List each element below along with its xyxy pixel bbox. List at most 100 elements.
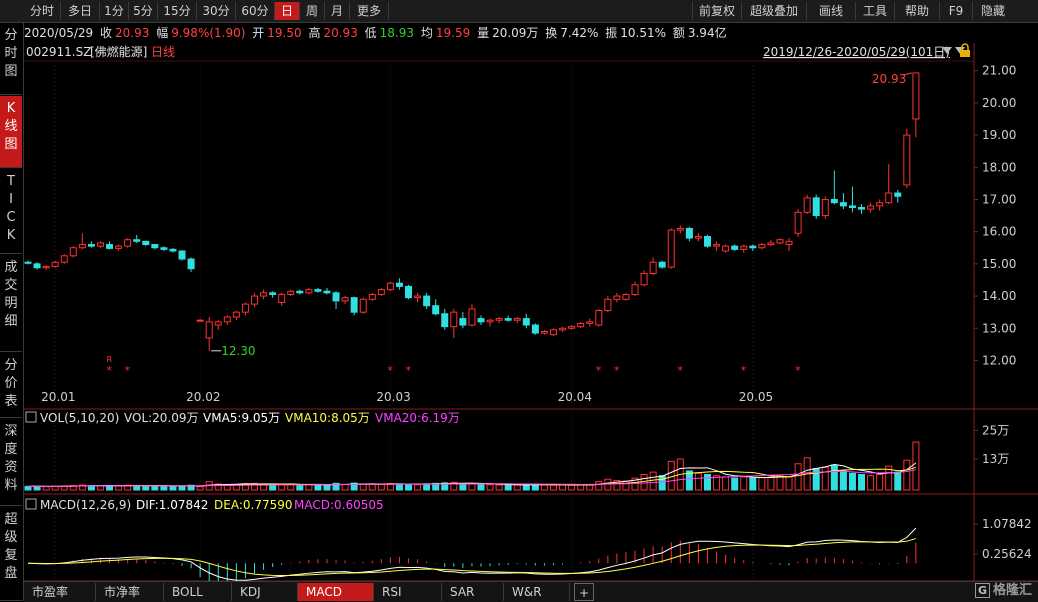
period-tab-0[interactable]: 分时 bbox=[24, 2, 61, 20]
indicator-tab-3[interactable]: KDJ bbox=[232, 583, 298, 601]
period-tab-8[interactable]: 周 bbox=[300, 2, 325, 20]
toolbar-right-6[interactable]: 隐藏 bbox=[972, 2, 1013, 20]
side-tab-5[interactable]: 深度资料 bbox=[0, 419, 22, 506]
lock-icon[interactable] bbox=[960, 43, 970, 57]
candle bbox=[540, 329, 548, 335]
volume-bar bbox=[604, 478, 612, 491]
vol-indicator-label: VOL(5,10,20) bbox=[40, 411, 119, 425]
toolbar-right-3[interactable]: 工具 bbox=[855, 2, 894, 20]
indicator-tab-7[interactable]: W&R bbox=[504, 583, 570, 601]
high-label: 高 bbox=[308, 26, 321, 40]
volume-bar bbox=[332, 482, 340, 491]
event-star-icon[interactable]: * bbox=[795, 364, 801, 377]
volume-bar bbox=[767, 476, 775, 491]
volume-bar bbox=[341, 483, 349, 491]
volume-bar bbox=[477, 483, 485, 491]
period-tab-10[interactable]: 更多 bbox=[350, 2, 389, 20]
date-tick-label: 20.05 bbox=[739, 390, 773, 404]
period-toolbar: 分时 多日 1分 5分 15分 30分 60分日周月更多 前复权 超级叠加 画线 工具 帮助 F9 隐藏 bbox=[0, 0, 1038, 23]
event-star-icon[interactable]: * bbox=[107, 364, 113, 377]
expand-box-icon[interactable] bbox=[25, 498, 37, 510]
candle bbox=[876, 199, 884, 211]
candle bbox=[604, 296, 612, 313]
event-star-icon[interactable]: * bbox=[596, 364, 602, 377]
event-star-icon[interactable]: * bbox=[741, 364, 747, 377]
period-tab-4[interactable]: 15分 bbox=[158, 2, 197, 20]
period-tab-6[interactable]: 60分 bbox=[236, 2, 275, 20]
volume-bar bbox=[377, 483, 385, 491]
candle bbox=[368, 292, 376, 301]
toolbar-right-5[interactable]: F9 bbox=[939, 2, 972, 20]
volume-bar bbox=[758, 477, 766, 491]
indicator-tab-2[interactable]: BOLL bbox=[164, 583, 232, 601]
volume-bar bbox=[414, 484, 422, 491]
date-tick-label: 20.04 bbox=[558, 390, 592, 404]
side-tab-4[interactable]: 分价表 bbox=[0, 353, 22, 418]
candle bbox=[314, 288, 322, 293]
indicator-tab-1[interactable]: 市净率 bbox=[96, 583, 164, 601]
high-marker: 20.93 bbox=[872, 72, 906, 86]
volume-bar bbox=[151, 485, 159, 491]
volume-bar bbox=[613, 479, 621, 491]
price-tick-label: 21.00 bbox=[982, 64, 1016, 78]
price-tick-label: 18.00 bbox=[982, 160, 1016, 174]
volume-bar bbox=[540, 484, 548, 491]
candle bbox=[513, 316, 521, 324]
event-star-icon[interactable]: * bbox=[125, 364, 131, 377]
indicator-tab-4[interactable]: MACD bbox=[298, 583, 374, 601]
indicator-tab-0[interactable]: 市盈率 bbox=[24, 583, 96, 601]
indicator-tab-5[interactable]: RSI bbox=[374, 583, 442, 601]
volume-bar bbox=[559, 484, 567, 491]
volume-bar bbox=[459, 483, 467, 491]
add-tab-button[interactable]: + bbox=[574, 583, 594, 601]
volume-bar bbox=[867, 475, 875, 491]
volume-bar bbox=[51, 485, 59, 491]
period-tab-7[interactable]: 日 bbox=[275, 2, 300, 20]
period-tab-5[interactable]: 30分 bbox=[197, 2, 236, 20]
volume-bar bbox=[885, 465, 893, 491]
candle bbox=[586, 318, 594, 327]
side-tab-0[interactable]: 分时图 bbox=[0, 23, 22, 95]
candle bbox=[839, 193, 847, 210]
candle bbox=[722, 244, 730, 253]
expand-box-icon[interactable] bbox=[25, 411, 37, 423]
amplitude-value: 10.51% bbox=[620, 26, 667, 40]
toolbar-right-0[interactable]: 前复权 bbox=[692, 2, 741, 20]
side-tab-6[interactable]: 超级复盘 bbox=[0, 507, 22, 601]
volume-bar bbox=[278, 484, 286, 491]
toolbar-right-2[interactable]: 画线 bbox=[806, 2, 855, 20]
volume-bar bbox=[740, 476, 748, 491]
candle bbox=[867, 202, 875, 213]
candle bbox=[658, 260, 666, 269]
macd-indicator-label: MACD(12,26,9) bbox=[40, 498, 131, 512]
toolbar-right-4[interactable]: 帮助 bbox=[894, 2, 939, 20]
event-star-icon[interactable]: * bbox=[406, 364, 412, 377]
period-tab-1[interactable]: 多日 bbox=[61, 2, 100, 20]
event-star-icon[interactable]: * bbox=[614, 364, 620, 377]
price-tick-label: 20.00 bbox=[982, 96, 1016, 110]
candle bbox=[794, 209, 802, 237]
volume-bar bbox=[903, 459, 911, 491]
kline-chart[interactable]: 002911.SZ [佛燃能源] 日线 2019/12/26-2020/05/2… bbox=[24, 43, 1038, 581]
volume-bar bbox=[513, 484, 521, 491]
period-tab-2[interactable]: 1分 bbox=[100, 2, 129, 20]
side-tab-3[interactable]: 成交明细 bbox=[0, 255, 22, 352]
triangle-down-icon[interactable] bbox=[942, 47, 952, 54]
candle bbox=[115, 244, 123, 251]
date-range-label[interactable]: 2019/12/26-2020/05/29(101日) bbox=[763, 45, 950, 59]
event-star-icon[interactable]: * bbox=[387, 364, 393, 377]
r-marker[interactable]: R bbox=[107, 355, 113, 364]
period-tab-3[interactable]: 5分 bbox=[129, 2, 158, 20]
volume-bar bbox=[640, 474, 648, 491]
period-tab-9[interactable]: 月 bbox=[325, 2, 350, 20]
candle bbox=[595, 308, 603, 327]
candle bbox=[33, 262, 41, 270]
volume-bar bbox=[323, 484, 331, 491]
vol-current: VOL:20.09万 bbox=[124, 411, 199, 425]
toolbar-right-1[interactable]: 超级叠加 bbox=[741, 2, 806, 20]
indicator-tab-6[interactable]: SAR bbox=[442, 583, 504, 601]
event-star-icon[interactable]: * bbox=[677, 364, 683, 377]
change-label: 幅 bbox=[156, 26, 169, 40]
